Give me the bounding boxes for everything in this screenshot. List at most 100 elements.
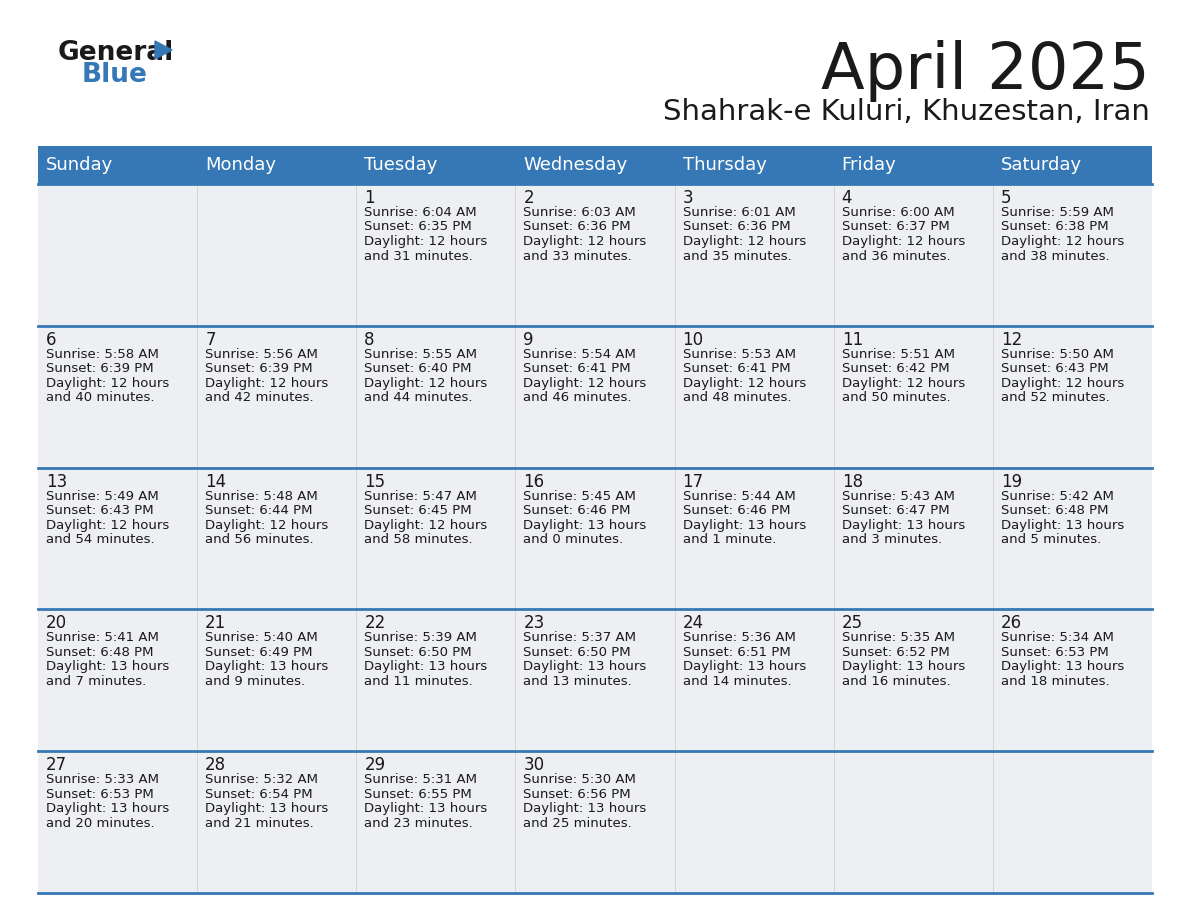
Text: and 25 minutes.: and 25 minutes.: [524, 817, 632, 830]
Text: 26: 26: [1000, 614, 1022, 633]
Text: Sunrise: 5:33 AM: Sunrise: 5:33 AM: [46, 773, 159, 786]
Text: and 35 minutes.: and 35 minutes.: [683, 250, 791, 263]
Bar: [516, 146, 675, 184]
Text: Sunset: 6:47 PM: Sunset: 6:47 PM: [842, 504, 949, 517]
Bar: [38, 146, 197, 184]
Text: Monday: Monday: [206, 156, 276, 174]
Text: 24: 24: [683, 614, 703, 633]
Text: Sunset: 6:39 PM: Sunset: 6:39 PM: [46, 363, 153, 375]
Text: Sunrise: 5:43 AM: Sunrise: 5:43 AM: [842, 489, 955, 502]
Text: 8: 8: [365, 330, 374, 349]
Bar: [516, 467, 675, 610]
Bar: [675, 610, 834, 751]
Text: Sunset: 6:56 PM: Sunset: 6:56 PM: [524, 788, 631, 800]
Text: and 31 minutes.: and 31 minutes.: [365, 250, 473, 263]
Text: 13: 13: [46, 473, 68, 490]
Bar: [834, 610, 993, 751]
Text: 25: 25: [842, 614, 862, 633]
Text: 1: 1: [365, 189, 375, 207]
Text: Sunset: 6:35 PM: Sunset: 6:35 PM: [365, 220, 472, 233]
Text: Sunrise: 5:35 AM: Sunrise: 5:35 AM: [842, 632, 955, 644]
Text: Sunrise: 5:39 AM: Sunrise: 5:39 AM: [365, 632, 478, 644]
Text: Sunrise: 5:50 AM: Sunrise: 5:50 AM: [1000, 348, 1113, 361]
Text: 22: 22: [365, 614, 386, 633]
Text: 11: 11: [842, 330, 862, 349]
Text: Sunset: 6:50 PM: Sunset: 6:50 PM: [524, 646, 631, 659]
Text: Daylight: 12 hours: Daylight: 12 hours: [1000, 235, 1124, 248]
Text: Sunset: 6:54 PM: Sunset: 6:54 PM: [206, 788, 312, 800]
Text: Sunrise: 5:58 AM: Sunrise: 5:58 AM: [46, 348, 159, 361]
Bar: [993, 610, 1152, 751]
Text: and 50 minutes.: and 50 minutes.: [842, 391, 950, 404]
Bar: [993, 184, 1152, 326]
Text: 7: 7: [206, 330, 216, 349]
Bar: [993, 751, 1152, 893]
Text: Sunrise: 5:32 AM: Sunrise: 5:32 AM: [206, 773, 318, 786]
Text: and 11 minutes.: and 11 minutes.: [365, 675, 473, 688]
Text: Sunrise: 6:01 AM: Sunrise: 6:01 AM: [683, 206, 795, 219]
Text: and 58 minutes.: and 58 minutes.: [365, 533, 473, 546]
Text: Sunset: 6:55 PM: Sunset: 6:55 PM: [365, 788, 472, 800]
Text: and 40 minutes.: and 40 minutes.: [46, 391, 154, 404]
Text: Daylight: 13 hours: Daylight: 13 hours: [524, 660, 646, 674]
Text: Daylight: 12 hours: Daylight: 12 hours: [46, 519, 169, 532]
Text: and 7 minutes.: and 7 minutes.: [46, 675, 146, 688]
Text: Sunrise: 5:45 AM: Sunrise: 5:45 AM: [524, 489, 637, 502]
Bar: [675, 326, 834, 467]
Text: Daylight: 12 hours: Daylight: 12 hours: [524, 376, 646, 390]
Text: Sunset: 6:37 PM: Sunset: 6:37 PM: [842, 220, 949, 233]
Text: Sunset: 6:53 PM: Sunset: 6:53 PM: [1000, 646, 1108, 659]
Text: Sunrise: 5:51 AM: Sunrise: 5:51 AM: [842, 348, 955, 361]
Text: Sunday: Sunday: [46, 156, 113, 174]
Text: Sunset: 6:46 PM: Sunset: 6:46 PM: [683, 504, 790, 517]
Bar: [675, 184, 834, 326]
Text: 21: 21: [206, 614, 227, 633]
Text: 5: 5: [1000, 189, 1011, 207]
Text: and 48 minutes.: and 48 minutes.: [683, 391, 791, 404]
Bar: [356, 467, 516, 610]
Text: Daylight: 13 hours: Daylight: 13 hours: [524, 802, 646, 815]
Text: Sunset: 6:42 PM: Sunset: 6:42 PM: [842, 363, 949, 375]
Text: Daylight: 13 hours: Daylight: 13 hours: [365, 802, 487, 815]
Text: Sunrise: 5:36 AM: Sunrise: 5:36 AM: [683, 632, 796, 644]
Bar: [197, 326, 356, 467]
Text: 27: 27: [46, 756, 68, 774]
Text: Sunrise: 5:40 AM: Sunrise: 5:40 AM: [206, 632, 318, 644]
Text: Daylight: 12 hours: Daylight: 12 hours: [683, 376, 805, 390]
Text: 29: 29: [365, 756, 385, 774]
Text: Daylight: 12 hours: Daylight: 12 hours: [365, 376, 487, 390]
Text: and 42 minutes.: and 42 minutes.: [206, 391, 314, 404]
Text: Sunrise: 5:48 AM: Sunrise: 5:48 AM: [206, 489, 318, 502]
Text: 12: 12: [1000, 330, 1022, 349]
Text: Sunset: 6:41 PM: Sunset: 6:41 PM: [683, 363, 790, 375]
Text: 9: 9: [524, 330, 533, 349]
Text: Sunrise: 5:31 AM: Sunrise: 5:31 AM: [365, 773, 478, 786]
Text: Sunset: 6:48 PM: Sunset: 6:48 PM: [1000, 504, 1108, 517]
Text: Sunrise: 5:41 AM: Sunrise: 5:41 AM: [46, 632, 159, 644]
Text: and 52 minutes.: and 52 minutes.: [1000, 391, 1110, 404]
Text: and 18 minutes.: and 18 minutes.: [1000, 675, 1110, 688]
Text: 15: 15: [365, 473, 385, 490]
Text: and 33 minutes.: and 33 minutes.: [524, 250, 632, 263]
Text: Daylight: 13 hours: Daylight: 13 hours: [524, 519, 646, 532]
Text: Sunset: 6:51 PM: Sunset: 6:51 PM: [683, 646, 790, 659]
Text: Sunset: 6:36 PM: Sunset: 6:36 PM: [683, 220, 790, 233]
Text: and 14 minutes.: and 14 minutes.: [683, 675, 791, 688]
Text: Sunset: 6:50 PM: Sunset: 6:50 PM: [365, 646, 472, 659]
Text: Sunset: 6:44 PM: Sunset: 6:44 PM: [206, 504, 312, 517]
Text: Thursday: Thursday: [683, 156, 766, 174]
Text: and 38 minutes.: and 38 minutes.: [1000, 250, 1110, 263]
Text: Sunrise: 5:34 AM: Sunrise: 5:34 AM: [1000, 632, 1113, 644]
Text: Sunrise: 5:37 AM: Sunrise: 5:37 AM: [524, 632, 637, 644]
Text: 23: 23: [524, 614, 544, 633]
Text: Sunset: 6:45 PM: Sunset: 6:45 PM: [365, 504, 472, 517]
Text: Daylight: 12 hours: Daylight: 12 hours: [46, 376, 169, 390]
Bar: [38, 751, 197, 893]
Bar: [38, 610, 197, 751]
Bar: [834, 467, 993, 610]
Text: Daylight: 12 hours: Daylight: 12 hours: [1000, 376, 1124, 390]
Text: Daylight: 12 hours: Daylight: 12 hours: [206, 376, 328, 390]
Text: and 23 minutes.: and 23 minutes.: [365, 817, 473, 830]
Text: and 54 minutes.: and 54 minutes.: [46, 533, 154, 546]
Bar: [675, 146, 834, 184]
